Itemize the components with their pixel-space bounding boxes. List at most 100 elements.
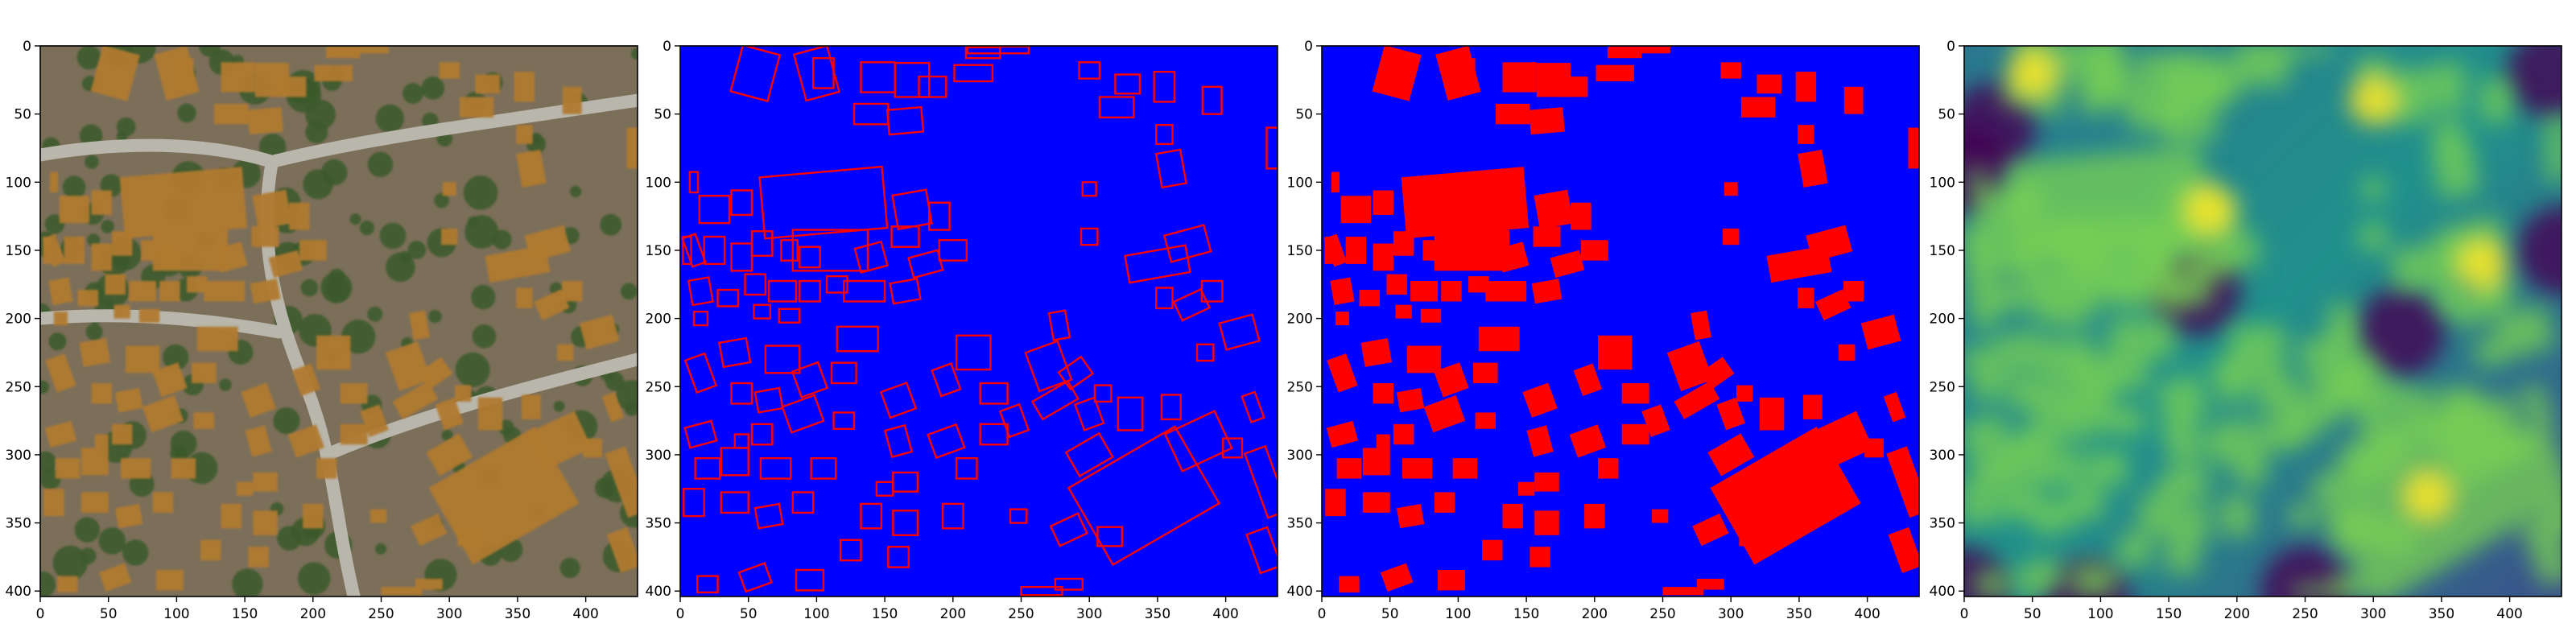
rooftop bbox=[193, 412, 214, 429]
building-mask bbox=[1550, 250, 1585, 278]
heat-peak bbox=[1965, 269, 2004, 314]
rooftop bbox=[392, 381, 439, 419]
building-mask bbox=[1373, 383, 1393, 404]
building-outline bbox=[737, 562, 773, 593]
heat-valley bbox=[2506, 46, 2562, 118]
building-outline bbox=[1093, 384, 1113, 403]
building-mask bbox=[1534, 472, 1559, 492]
rooftop bbox=[138, 308, 160, 323]
rooftop bbox=[385, 341, 431, 391]
building-mask bbox=[1362, 492, 1390, 513]
building-outline bbox=[780, 239, 799, 262]
aerial-image-image bbox=[40, 46, 638, 597]
tree bbox=[98, 527, 126, 555]
x-tick-label: 250 bbox=[1008, 606, 1034, 622]
road bbox=[40, 309, 286, 339]
building-mask bbox=[1883, 391, 1906, 423]
heat-peak bbox=[2323, 503, 2382, 556]
building-mask bbox=[1517, 481, 1535, 496]
axes-frame bbox=[1321, 45, 1920, 597]
rooftop bbox=[340, 383, 368, 404]
tree bbox=[74, 517, 101, 543]
axes-frame bbox=[1963, 45, 2562, 597]
building-mask bbox=[1798, 287, 1814, 308]
building-mask bbox=[1739, 526, 1764, 547]
building-outline bbox=[825, 275, 848, 294]
building-outline bbox=[764, 345, 801, 374]
heat-peak bbox=[2155, 477, 2182, 500]
heat-peak bbox=[2116, 275, 2182, 308]
y-tick-label: 350 bbox=[646, 516, 671, 532]
building-outline bbox=[1155, 287, 1174, 310]
tree bbox=[198, 46, 221, 57]
heat-valley bbox=[2260, 547, 2350, 597]
building-outline bbox=[832, 411, 856, 430]
heat-peak bbox=[2111, 407, 2145, 434]
rooftop bbox=[299, 240, 327, 261]
building-outline bbox=[1064, 431, 1114, 478]
x-tick-label: 350 bbox=[505, 606, 530, 622]
heat-peak bbox=[2033, 300, 2059, 323]
building-outline bbox=[860, 502, 883, 530]
y-tick-label: 300 bbox=[646, 448, 671, 464]
building-mask bbox=[1534, 510, 1559, 535]
heat-peak bbox=[1973, 308, 1996, 330]
building-outline bbox=[843, 279, 886, 303]
building-outline bbox=[892, 510, 919, 537]
rooftop bbox=[91, 190, 112, 215]
rooftop bbox=[516, 287, 533, 308]
building-mask bbox=[1531, 279, 1563, 304]
tree bbox=[85, 155, 99, 169]
y-tick-label: 350 bbox=[1287, 516, 1313, 532]
building-mask bbox=[1473, 362, 1498, 384]
y-tick-label: 150 bbox=[1287, 243, 1313, 259]
building-mask bbox=[1806, 411, 1874, 472]
tree bbox=[630, 47, 638, 60]
building-outline bbox=[730, 382, 753, 405]
building-outline bbox=[953, 64, 994, 83]
rooftop bbox=[94, 434, 109, 448]
building-outline bbox=[753, 303, 772, 320]
heat-peak bbox=[2439, 387, 2471, 427]
rooftop bbox=[279, 76, 307, 97]
tree bbox=[402, 83, 423, 104]
tree bbox=[300, 279, 319, 297]
x-tick-label: 400 bbox=[572, 606, 598, 622]
building-mask bbox=[1326, 420, 1359, 448]
building-mask bbox=[1806, 225, 1853, 262]
rooftop bbox=[605, 446, 638, 518]
heat-peak bbox=[2374, 521, 2414, 552]
building-mask bbox=[1485, 281, 1527, 302]
building-mask bbox=[1888, 526, 1919, 573]
tree bbox=[367, 151, 394, 178]
building-outline bbox=[1160, 394, 1182, 421]
rooftop bbox=[91, 383, 112, 404]
building-masks-image bbox=[1322, 46, 1919, 597]
building-mask bbox=[1393, 231, 1414, 256]
building-mask bbox=[1662, 587, 1704, 596]
heat-peak bbox=[2335, 420, 2411, 489]
y-tick-label: 350 bbox=[1930, 516, 1955, 532]
y-tick-label: 400 bbox=[646, 584, 671, 600]
building-mask bbox=[1724, 182, 1738, 196]
rooftop bbox=[43, 489, 64, 517]
rooftop bbox=[59, 196, 89, 224]
building-mask bbox=[1330, 277, 1355, 305]
building-outline bbox=[720, 491, 749, 514]
building-mask bbox=[1437, 569, 1465, 591]
building-outline bbox=[703, 235, 726, 266]
building-mask bbox=[1534, 189, 1574, 229]
outline-background bbox=[680, 46, 1278, 597]
building-mask bbox=[1598, 458, 1619, 479]
tree bbox=[40, 571, 56, 597]
x-tick-label: 250 bbox=[368, 606, 394, 622]
heat-peak bbox=[2501, 432, 2533, 464]
heat-peak bbox=[2362, 178, 2384, 200]
y-tick-label: 200 bbox=[646, 312, 671, 328]
building-outline bbox=[759, 456, 792, 480]
x-tick-label: 50 bbox=[100, 606, 118, 622]
building-outline bbox=[716, 288, 740, 308]
building-outlines-image bbox=[680, 46, 1278, 597]
rooftop bbox=[369, 509, 387, 523]
tree bbox=[553, 400, 565, 412]
